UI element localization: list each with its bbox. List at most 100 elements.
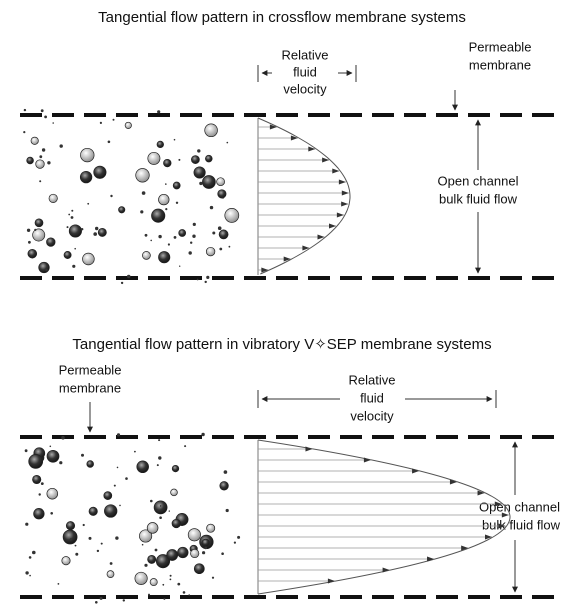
debris [205, 281, 207, 283]
debris [188, 594, 190, 596]
debris [157, 464, 159, 466]
particle [219, 230, 228, 239]
velocity-arrowhead [339, 180, 346, 185]
debris [193, 223, 196, 226]
debris [81, 454, 84, 457]
membrane-label: Permeable [469, 39, 532, 54]
debris [134, 451, 136, 453]
debris [205, 547, 208, 550]
debris [125, 477, 128, 480]
particle [47, 238, 56, 247]
debris [101, 543, 103, 545]
debris [71, 210, 73, 212]
debris [158, 439, 160, 441]
debris [25, 571, 28, 574]
debris [159, 516, 162, 519]
debris [95, 227, 98, 230]
velocity-arrowhead [305, 447, 312, 452]
particle [39, 262, 50, 273]
particle [27, 157, 34, 164]
debris [29, 575, 31, 577]
velocity-profile [258, 118, 350, 274]
debris [39, 155, 42, 158]
debris [113, 119, 115, 121]
debris [150, 500, 153, 503]
diagram: Tangential flow pattern in crossflow mem… [0, 0, 565, 612]
debris [81, 228, 83, 230]
debris [67, 226, 69, 228]
velocity-label: fluid [293, 64, 317, 79]
debris [234, 542, 236, 544]
particle [119, 207, 125, 213]
particle [202, 176, 215, 189]
particle [171, 489, 178, 496]
debris [227, 142, 229, 144]
channel-label: Open channel [438, 173, 519, 188]
particle [179, 230, 186, 237]
particle [35, 219, 43, 227]
debris [58, 583, 60, 585]
debris [140, 210, 143, 213]
velocity-arrowhead [383, 568, 390, 573]
debris [174, 139, 176, 141]
velocity-label: velocity [350, 408, 394, 423]
velocity-arrowhead [332, 169, 339, 174]
debris [142, 544, 144, 546]
debris [158, 235, 161, 238]
debris [157, 110, 160, 113]
debris [183, 591, 186, 594]
velocity-arrowhead [284, 257, 291, 262]
particle [81, 148, 95, 162]
debris [28, 241, 31, 244]
channel-label: Open channel [479, 499, 560, 514]
debris [170, 575, 172, 577]
velocity-arrowhead [328, 579, 335, 584]
debris [142, 191, 146, 195]
particle [157, 141, 164, 148]
particle [172, 519, 181, 528]
particle [188, 529, 200, 541]
debris [192, 235, 195, 238]
particle [137, 461, 149, 473]
particle [202, 539, 209, 546]
debris [219, 248, 222, 251]
debris [150, 240, 152, 242]
debris [165, 208, 167, 210]
debris [61, 436, 65, 440]
membrane-label: membrane [469, 57, 531, 72]
debris [121, 282, 123, 284]
debris [221, 552, 224, 555]
particle [125, 122, 131, 128]
debris [197, 149, 200, 152]
particle [64, 251, 71, 258]
debris [24, 109, 26, 111]
debris [224, 470, 228, 474]
debris [199, 182, 202, 185]
debris [155, 549, 158, 552]
particle [62, 557, 70, 565]
particle [89, 507, 97, 515]
velocity-arrowhead [342, 191, 349, 196]
particle [154, 501, 167, 514]
debris [222, 197, 224, 199]
debris [50, 512, 53, 515]
debris [29, 556, 32, 559]
velocity-label: Relative [349, 372, 396, 387]
debris [100, 597, 103, 600]
particle [49, 194, 57, 202]
particle [28, 249, 37, 258]
particle [36, 160, 45, 169]
debris [23, 131, 25, 133]
debris [100, 122, 102, 124]
debris [184, 445, 186, 447]
debris [169, 510, 170, 511]
debris [25, 449, 28, 452]
particle [205, 124, 218, 137]
particle [69, 225, 81, 237]
debris [75, 553, 78, 556]
debris [45, 269, 48, 272]
debris [60, 144, 63, 147]
particle [80, 171, 92, 183]
particle [94, 166, 106, 178]
debris [89, 537, 92, 540]
